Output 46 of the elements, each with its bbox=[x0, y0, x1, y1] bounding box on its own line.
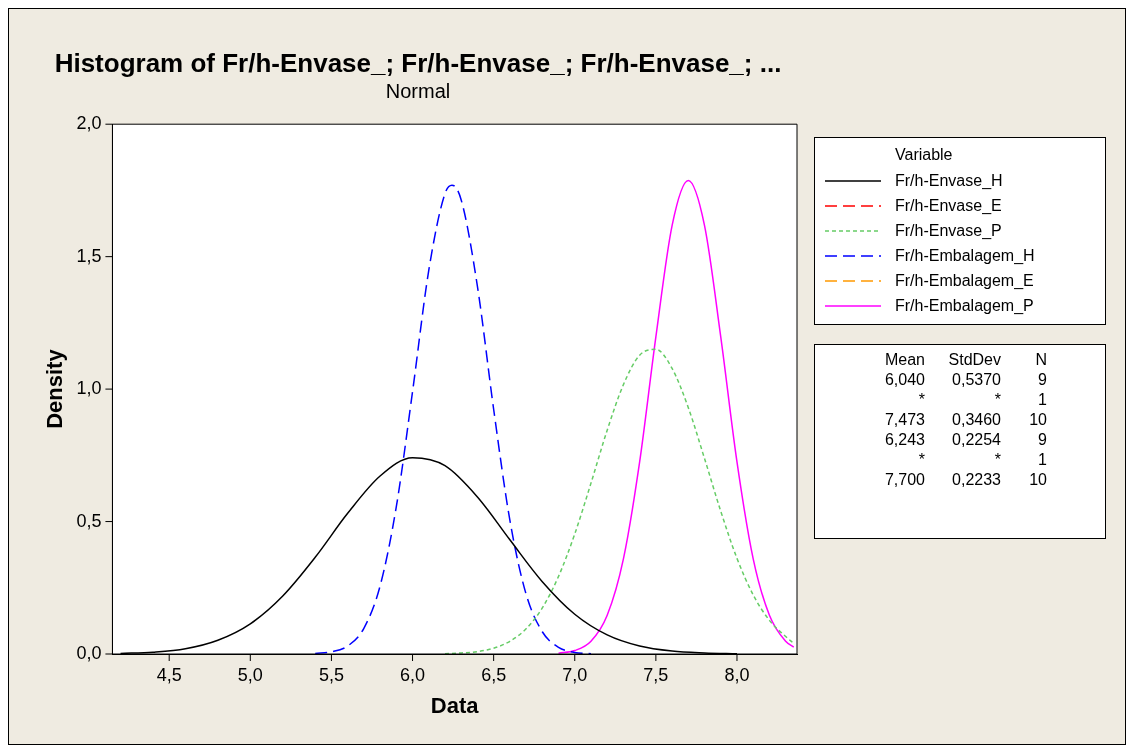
line-series bbox=[557, 179, 795, 654]
text: 9 bbox=[1038, 431, 1047, 449]
x-tick-label: 7,5 bbox=[643, 664, 669, 685]
y-tick-label: 1,5 bbox=[76, 245, 102, 266]
text: 7,473 bbox=[884, 411, 925, 429]
x-tick-label: 7,0 bbox=[562, 664, 588, 685]
y-tick-label: 0,0 bbox=[76, 642, 102, 663]
x-tick-label: 5,5 bbox=[318, 664, 344, 685]
y-tick-label: 0,5 bbox=[76, 510, 102, 531]
text: 10 bbox=[1029, 471, 1047, 489]
text: * bbox=[918, 391, 925, 409]
legend-label: Fr/h-Embalagem_P bbox=[895, 296, 1034, 315]
text: * bbox=[994, 451, 1001, 469]
text: 1 bbox=[1038, 391, 1047, 409]
x-axis-title: Data bbox=[430, 692, 480, 718]
text: 9 bbox=[1038, 371, 1047, 389]
x-tick-label: 5,0 bbox=[237, 664, 263, 685]
text: 0,3460 bbox=[952, 411, 1001, 429]
text: N bbox=[1035, 351, 1047, 369]
x-tick-label: 4,5 bbox=[156, 664, 182, 685]
text: * bbox=[994, 391, 1001, 409]
text: 0,2254 bbox=[952, 431, 1001, 449]
text: 6,243 bbox=[884, 431, 925, 449]
legend-title: Variable bbox=[895, 146, 954, 164]
text: 7,700 bbox=[884, 471, 925, 489]
text: 0,5370 bbox=[952, 371, 1001, 389]
text: * bbox=[918, 451, 925, 469]
text: Mean bbox=[884, 351, 925, 369]
legend-label: Fr/h-Envase_H bbox=[895, 171, 1003, 190]
chart-subtitle: Normal bbox=[385, 79, 451, 102]
legend-label: Fr/h-Embalagem_H bbox=[895, 246, 1035, 265]
x-tick-label: 8,0 bbox=[724, 664, 750, 685]
y-tick-label: 2,0 bbox=[76, 113, 102, 134]
legend-label: Fr/h-Envase_E bbox=[895, 196, 1002, 215]
text: 6,040 bbox=[884, 371, 925, 389]
text: 0,2233 bbox=[952, 471, 1001, 489]
y-axis-title: Density bbox=[42, 348, 68, 429]
text: 10 bbox=[1029, 411, 1047, 429]
text: StdDev bbox=[948, 351, 1001, 369]
y-tick-label: 1,0 bbox=[76, 378, 102, 399]
text: 1 bbox=[1038, 451, 1047, 469]
x-tick-label: 6,5 bbox=[481, 664, 507, 685]
x-tick-label: 6,0 bbox=[400, 664, 426, 685]
legend-label: Fr/h-Envase_P bbox=[895, 221, 1002, 240]
legend-label: Fr/h-Embalagem_E bbox=[895, 271, 1034, 290]
chart-title: Histogram of Fr/h-Envase_; Fr/h-Envase_; Fr/h-Envase_; ... bbox=[54, 47, 782, 78]
